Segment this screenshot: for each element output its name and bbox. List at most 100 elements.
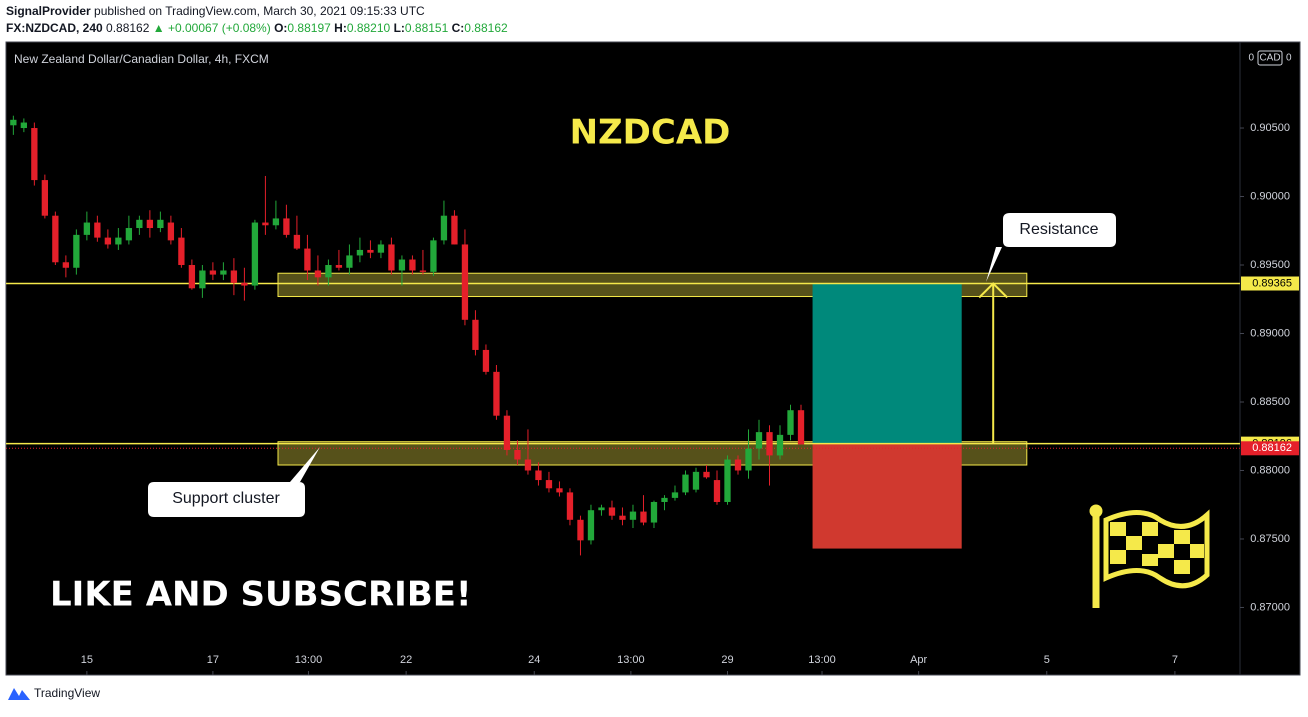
close: 0.88162 xyxy=(464,21,508,35)
l-label: L: xyxy=(394,21,405,35)
candle-body xyxy=(409,259,416,271)
candle-body xyxy=(62,262,70,268)
price-level-label: 0.89365 xyxy=(1252,277,1292,289)
candle-body xyxy=(703,471,710,478)
y-tick-label: 0.87000 xyxy=(1250,601,1290,613)
candle-body xyxy=(661,497,668,502)
quote-line: FX:NZDCAD, 240 0.88162 ▲ +0.00067 (+0.08… xyxy=(6,21,508,35)
candle-body xyxy=(104,237,112,245)
candle-body xyxy=(157,219,164,229)
flag-icon xyxy=(1089,504,1210,608)
c-label: C: xyxy=(452,21,465,35)
profit-zone xyxy=(812,283,962,444)
candle-body xyxy=(524,459,532,471)
currency-box[interactable] xyxy=(1257,50,1283,66)
candle-body xyxy=(419,270,427,272)
o-label: O: xyxy=(274,21,287,35)
published: published on TradingView.com, March 30, … xyxy=(94,4,425,18)
x-tick-label: 24 xyxy=(528,654,540,666)
y-tick-label: 0.90000 xyxy=(1250,190,1290,202)
resistance-label: Resistance xyxy=(1019,221,1098,238)
candle-body xyxy=(766,432,773,456)
symbol: FX:NZDCAD, 240 xyxy=(6,21,103,35)
candle-body xyxy=(73,234,80,268)
candle-body xyxy=(41,180,49,216)
candle-body xyxy=(745,448,752,471)
candle-body xyxy=(587,510,595,541)
chart-panel xyxy=(5,41,1301,676)
x-tick-label: 17 xyxy=(207,654,219,666)
candle-body xyxy=(325,265,332,278)
open: 0.88197 xyxy=(287,21,331,35)
support-label: Support cluster xyxy=(172,490,280,507)
candle-body xyxy=(692,471,700,490)
candle-body xyxy=(230,270,238,283)
candle-body xyxy=(682,474,689,493)
chart-title: NZDCAD xyxy=(570,113,731,153)
candle-body xyxy=(272,218,280,226)
currency[interactable]: CAD xyxy=(1259,53,1280,64)
candle-body xyxy=(94,222,101,238)
x-tick-label: 13:00 xyxy=(808,654,836,666)
x-tick-label: 15 xyxy=(81,654,93,666)
candle-body xyxy=(31,128,38,181)
candle-body xyxy=(503,415,511,450)
candle-body xyxy=(199,270,206,289)
candle-body xyxy=(619,515,626,520)
candle-body xyxy=(598,507,605,511)
x-tick-label: 5 xyxy=(1044,654,1050,666)
publish-line: SignalProvider published on TradingView.… xyxy=(6,4,425,18)
y-tick-label: 0.90500 xyxy=(1250,122,1290,134)
candle-body xyxy=(577,519,584,541)
candle-body xyxy=(461,244,469,320)
candle-body xyxy=(451,215,458,245)
y-tick-label: 0.88000 xyxy=(1250,464,1290,476)
candle-body xyxy=(724,459,731,502)
change: ▲ +0.00067 (+0.08%) xyxy=(153,21,271,35)
price-level-tag xyxy=(1241,276,1299,291)
candle-body xyxy=(493,371,500,416)
candle-body xyxy=(640,511,647,523)
candle-body xyxy=(304,248,311,271)
candle-body xyxy=(52,215,59,263)
scale-right: 0 xyxy=(1286,53,1292,64)
candle-body xyxy=(608,507,616,516)
price-level-tag xyxy=(1241,441,1299,456)
candle-body xyxy=(115,237,122,245)
candle-body xyxy=(535,470,542,481)
candle-body xyxy=(482,349,490,372)
candle-body xyxy=(293,234,301,249)
candle-body xyxy=(629,511,637,520)
candle-body xyxy=(566,492,574,520)
last-price: 0.88162 xyxy=(106,21,150,35)
candle-body xyxy=(545,480,553,489)
y-tick-label: 0.89500 xyxy=(1250,259,1290,271)
candle-body xyxy=(514,449,521,460)
candle-body xyxy=(377,244,385,253)
candle-body xyxy=(167,222,175,241)
x-tick-label: Apr xyxy=(910,654,927,666)
x-tick-label: 13:00 xyxy=(617,654,645,666)
x-tick-label: 7 xyxy=(1172,654,1178,666)
candle-body xyxy=(188,265,196,289)
brand-logo xyxy=(8,688,30,700)
candle-body xyxy=(220,270,227,275)
candle-body xyxy=(797,410,805,445)
loss-zone xyxy=(812,443,962,549)
candle-body xyxy=(10,119,17,126)
h-label: H: xyxy=(334,21,347,35)
candle-body xyxy=(388,244,395,271)
x-tick-label: 22 xyxy=(400,654,412,666)
candle-body xyxy=(262,222,269,226)
candle-body xyxy=(251,222,259,286)
scale-left: 0 xyxy=(1248,53,1254,64)
candle-body xyxy=(346,255,353,268)
candle-body xyxy=(20,122,28,129)
candle-body xyxy=(136,219,143,229)
y-tick-label: 0.88500 xyxy=(1250,396,1290,408)
x-tick-label: 29 xyxy=(721,654,733,666)
plot: 0.90500 0.90000 0.89500 0.89000 0.88500 0.880… xyxy=(6,115,1299,675)
candle-body xyxy=(241,282,248,286)
